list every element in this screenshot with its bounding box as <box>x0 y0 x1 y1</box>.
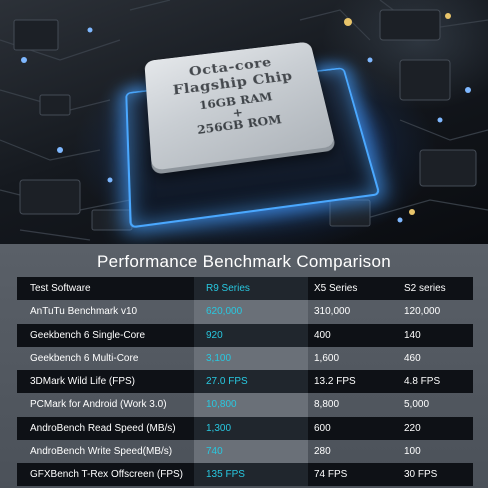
s2-value: 140 <box>404 324 421 347</box>
benchmark-panel: Performance Benchmark Comparison Test So… <box>0 244 488 488</box>
table-row: Geekbench 6 Single-Core 920 400 140 <box>17 324 473 347</box>
x5-value: 1,600 <box>314 347 339 370</box>
x5-value: 8,800 <box>314 393 339 416</box>
table-row: GFXBench T-Rex Offscreen (FPS) 135 FPS 7… <box>17 463 473 486</box>
table-header-row: Test Software R9 Series X5 Series S2 ser… <box>17 277 473 300</box>
s2-value: 120,000 <box>404 300 440 323</box>
test-name: Geekbench 6 Multi-Core <box>30 347 138 370</box>
r9-value: 620,000 <box>194 300 308 323</box>
test-name: AndroBench Write Speed(MB/s) <box>30 440 172 463</box>
benchmark-title: Performance Benchmark Comparison <box>0 252 488 272</box>
circuit-board-image: Octa-core Flagship Chip 16GB RAM + 256GB… <box>0 0 488 244</box>
x5-value: 600 <box>314 417 331 440</box>
header-test-software: Test Software <box>30 277 91 300</box>
table-row: 3DMark Wild Life (FPS) 27.0 FPS 13.2 FPS… <box>17 370 473 393</box>
r9-value: 740 <box>194 440 308 463</box>
s2-value: 4.8 FPS <box>404 370 440 393</box>
r9-value: 135 FPS <box>194 463 308 486</box>
table-row: PCMark for Android (Work 3.0) 10,800 8,8… <box>17 393 473 416</box>
table-row: AndroBench Write Speed(MB/s) 740 280 100 <box>17 440 473 463</box>
r9-value: 920 <box>194 324 308 347</box>
header-r9-series: R9 Series <box>194 277 308 300</box>
test-name: 3DMark Wild Life (FPS) <box>30 370 135 393</box>
s2-value: 30 FPS <box>404 463 437 486</box>
benchmark-table: Test Software R9 Series X5 Series S2 ser… <box>17 277 473 486</box>
x5-value: 13.2 FPS <box>314 370 356 393</box>
x5-value: 310,000 <box>314 300 350 323</box>
header-x5-series: X5 Series <box>314 277 357 300</box>
test-name: Geekbench 6 Single-Core <box>30 324 145 347</box>
s2-value: 460 <box>404 347 421 370</box>
table-row: AnTuTu Benchmark v10 620,000 310,000 120… <box>17 300 473 323</box>
r9-value: 27.0 FPS <box>194 370 308 393</box>
r9-value: 3,100 <box>194 347 308 370</box>
test-name: AndroBench Read Speed (MB/s) <box>30 417 176 440</box>
s2-value: 5,000 <box>404 393 429 416</box>
r9-value: 10,800 <box>194 393 308 416</box>
s2-value: 100 <box>404 440 421 463</box>
x5-value: 74 FPS <box>314 463 347 486</box>
test-name: AnTuTu Benchmark v10 <box>30 300 137 323</box>
x5-value: 280 <box>314 440 331 463</box>
s2-value: 220 <box>404 417 421 440</box>
header-s2-series: S2 series <box>404 277 446 300</box>
x5-value: 400 <box>314 324 331 347</box>
table-row: Geekbench 6 Multi-Core 3,100 1,600 460 <box>17 347 473 370</box>
r9-value: 1,300 <box>194 417 308 440</box>
test-name: PCMark for Android (Work 3.0) <box>30 393 167 416</box>
test-name: GFXBench T-Rex Offscreen (FPS) <box>30 463 183 486</box>
table-row: AndroBench Read Speed (MB/s) 1,300 600 2… <box>17 417 473 440</box>
